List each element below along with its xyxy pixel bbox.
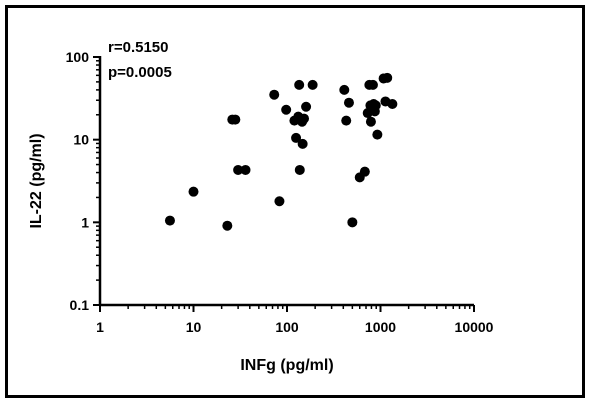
data-point (343, 97, 354, 108)
data-point (281, 104, 292, 115)
data-point (387, 99, 398, 110)
y-tick-label: 0.1 (70, 297, 90, 313)
data-point (230, 114, 241, 125)
data-point (370, 100, 381, 111)
annotation-p: p=0.0005 (108, 64, 172, 81)
y-tick-label: 10 (73, 132, 89, 148)
data-point (341, 115, 352, 126)
data-point (297, 138, 308, 149)
data-point (367, 79, 378, 90)
y-tick-label: 1 (81, 214, 89, 230)
data-point (307, 79, 318, 90)
x-tick-label: 10000 (455, 319, 494, 335)
data-point (188, 186, 199, 197)
data-point (299, 113, 310, 124)
data-point (294, 164, 305, 175)
x-tick-label: 1 (96, 319, 104, 335)
data-point (365, 116, 376, 127)
axes (98, 56, 474, 307)
data-point (347, 217, 358, 228)
data-point (274, 196, 285, 207)
ticks: 0.1 1 10 100 1 10 100 1000 10000 (66, 49, 494, 335)
data-point (359, 166, 370, 177)
data-points (164, 72, 398, 231)
data-point (372, 129, 383, 140)
data-point (301, 101, 312, 112)
y-tick-label: 100 (66, 49, 90, 65)
x-tick-label: 1000 (365, 319, 396, 335)
data-point (222, 220, 233, 231)
data-point (382, 72, 393, 83)
x-tick-label: 10 (186, 319, 202, 335)
chart-frame (5, 5, 585, 398)
x-axis-label: INFg (pg/ml) (240, 357, 333, 374)
annotation-r: r=0.5150 (108, 39, 168, 56)
data-point (339, 84, 350, 95)
data-point (291, 132, 302, 143)
data-point (233, 164, 244, 175)
data-point (240, 164, 251, 175)
data-point (294, 79, 305, 90)
x-tick-label: 100 (275, 319, 299, 335)
y-axis-label: IL-22 (pg/ml) (28, 133, 45, 228)
data-point (269, 89, 280, 100)
data-point (164, 215, 175, 226)
